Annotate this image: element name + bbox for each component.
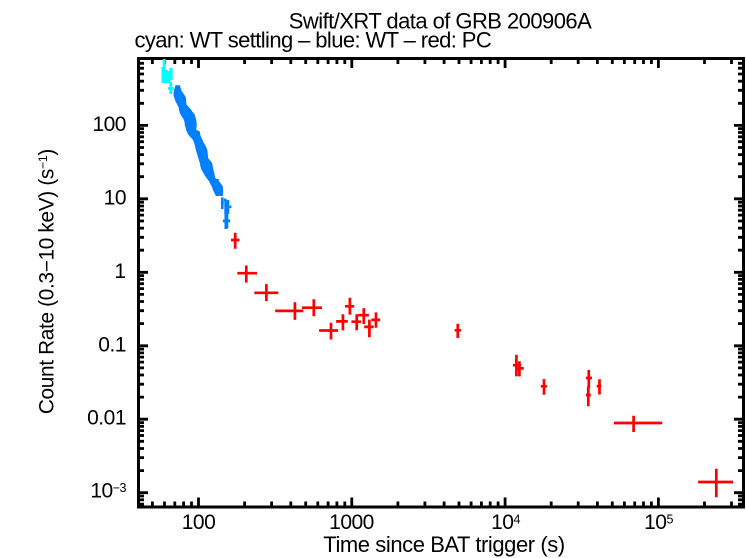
svg-text:Swift/XRT data of GRB 200906A: Swift/XRT data of GRB 200906A [289, 9, 592, 34]
svg-text:10: 10 [104, 186, 126, 209]
svg-text:100: 100 [182, 511, 216, 534]
svg-text:cyan: WT settling – blue: WT –: cyan: WT settling – blue: WT – red: PC [135, 28, 492, 53]
svg-text:1: 1 [114, 260, 126, 283]
svg-text:Time since BAT trigger (s): Time since BAT trigger (s) [323, 532, 564, 557]
svg-text:0.01: 0.01 [87, 407, 126, 430]
svg-text:1000: 1000 [329, 511, 374, 534]
svg-text:100: 100 [92, 113, 126, 136]
svg-text:0.1: 0.1 [98, 333, 126, 356]
svg-text:Count Rate (0.3−10 keV) (s−1): Count Rate (0.3−10 keV) (s−1) [36, 149, 59, 414]
